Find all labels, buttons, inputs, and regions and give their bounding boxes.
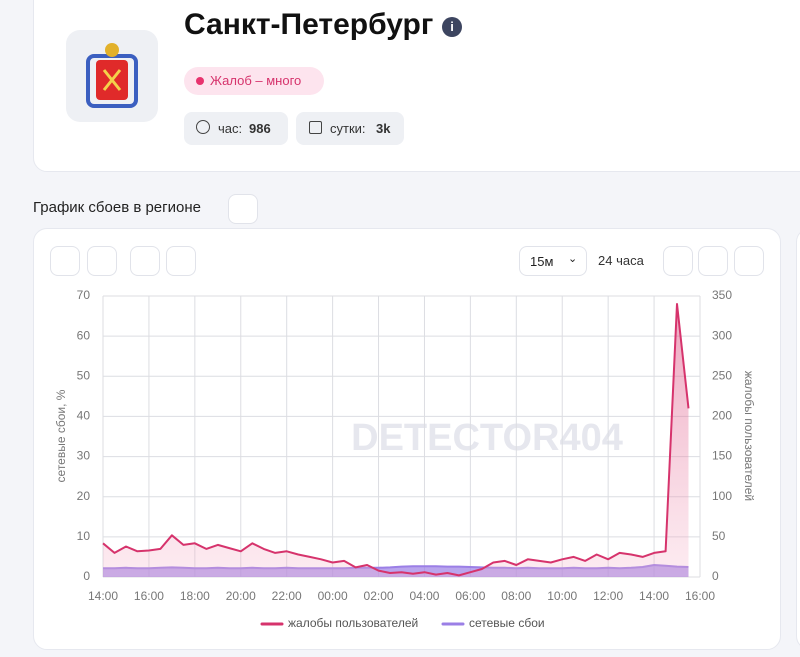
chart-button[interactable] — [130, 246, 160, 276]
x-tick-label: 00:00 — [318, 589, 348, 603]
legend-label: сетевые сбои — [469, 616, 545, 630]
calendar-icon — [309, 121, 322, 134]
calendar-button[interactable] — [698, 246, 728, 276]
y2-tick-label: 100 — [712, 489, 732, 503]
emblem — [66, 30, 158, 122]
status-badge: Жалоб – много — [184, 67, 324, 95]
y-tick-label: 30 — [77, 449, 91, 463]
user-button[interactable] — [166, 246, 196, 276]
chart-card — [33, 228, 781, 650]
section-title: График сбоев в регионе — [33, 199, 201, 216]
y2-axis-title: жалобы пользователей — [742, 371, 756, 501]
info-icon[interactable]: i — [442, 17, 462, 37]
y2-tick-label: 200 — [712, 409, 732, 423]
y-tick-label: 70 — [77, 288, 91, 302]
x-tick-label: 06:00 — [455, 589, 485, 603]
period-text: 24 часа — [598, 253, 644, 268]
x-tick-label: 10:00 — [547, 589, 577, 603]
series-area — [103, 304, 689, 577]
x-tick-label: 16:00 — [134, 589, 164, 603]
y2-tick-label: 50 — [712, 529, 726, 543]
badge-text: Жалоб – много — [210, 73, 302, 88]
hour-value: 986 — [249, 121, 271, 136]
header-card — [33, 0, 800, 172]
y-tick-label: 10 — [77, 529, 91, 543]
chevron: ⌄ — [568, 253, 578, 265]
interval-select[interactable]: 15м ⌄ — [519, 246, 587, 276]
grid-button[interactable] — [87, 246, 117, 276]
x-tick-label: 02:00 — [364, 589, 394, 603]
emblem-icon — [86, 43, 138, 108]
y-tick-label: 0 — [83, 569, 90, 583]
y-axis-title: сетевые сбои, % — [54, 389, 68, 482]
status-dot — [196, 77, 204, 85]
y2-tick-label: 250 — [712, 368, 732, 382]
interval-text: 15м — [530, 254, 554, 269]
y2-tick-label: 300 — [712, 328, 732, 342]
y2-tick-label: 150 — [712, 449, 732, 463]
y-tick-label: 40 — [77, 409, 91, 423]
share-button[interactable] — [228, 194, 258, 224]
camera-button[interactable] — [50, 246, 80, 276]
series-line — [102, 303, 690, 577]
hour-stat: час: 986 — [184, 112, 288, 145]
x-tick-label: 22:00 — [272, 589, 302, 603]
y-tick-label: 50 — [77, 368, 91, 382]
x-tick-label: 20:00 — [226, 589, 256, 603]
hour-label: час: — [218, 121, 243, 136]
legend-label: жалобы пользователей — [288, 616, 418, 630]
clock-icon — [196, 120, 210, 134]
x-tick-label: 14:00 — [88, 589, 118, 603]
region-title: Санкт-Петербург — [184, 8, 434, 41]
day-stat: сутки: 3k — [296, 112, 404, 145]
x-tick-label: 08:00 — [501, 589, 531, 603]
x-tick-label: 16:00 — [685, 589, 715, 603]
y2-tick-label: 0 — [712, 569, 719, 583]
y2-tick-label: 350 — [712, 288, 732, 302]
x-tick-label: 04:00 — [409, 589, 439, 603]
next-button[interactable] — [734, 246, 764, 276]
x-tick-label: 12:00 — [593, 589, 623, 603]
y-tick-label: 60 — [77, 328, 91, 342]
day-label: сутки: — [330, 121, 366, 136]
watermark: DETECTOR404 — [351, 417, 623, 459]
prev-button[interactable] — [663, 246, 693, 276]
x-tick-label: 14:00 — [639, 589, 669, 603]
y-tick-label: 20 — [77, 489, 91, 503]
x-tick-label: 18:00 — [180, 589, 210, 603]
day-value: 3k — [376, 121, 391, 136]
